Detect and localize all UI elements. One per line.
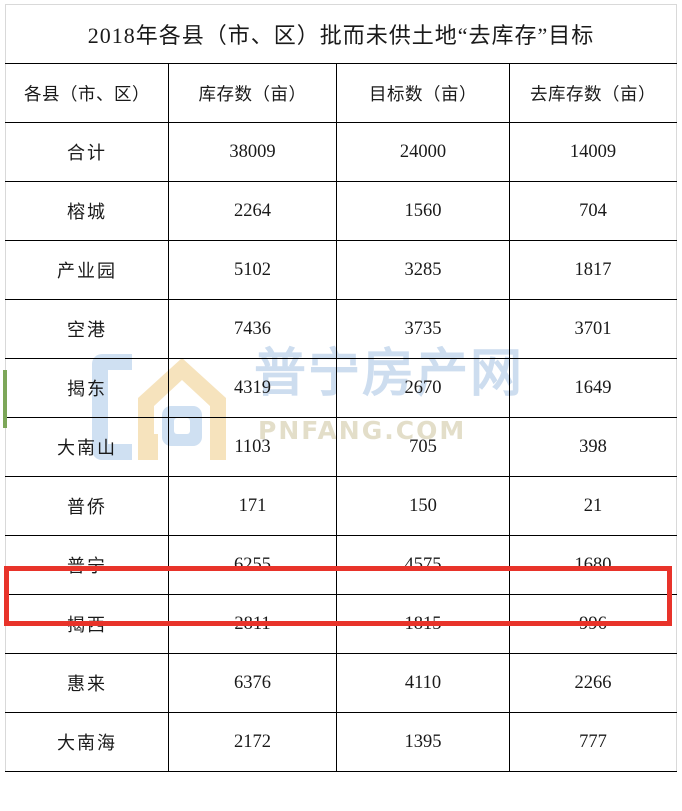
cell-target: 1560: [336, 181, 510, 241]
cell-target: 24000: [336, 122, 510, 182]
cell-stock: 2264: [168, 181, 337, 241]
cell-reduction: 14009: [508, 122, 678, 182]
cell-stock: 4319: [168, 358, 337, 418]
cell-county: 大南海: [5, 712, 169, 772]
cell-county: 产业园: [5, 240, 169, 300]
cell-reduction: 1680: [508, 535, 678, 595]
row-accent-marker: [3, 370, 7, 428]
cell-stock: 1103: [168, 417, 337, 477]
cell-stock: 2172: [168, 712, 337, 772]
cell-stock: 6255: [168, 535, 337, 595]
cell-target: 4575: [336, 535, 510, 595]
column-header-reduction: 去库存数（亩）: [508, 63, 678, 123]
column-header-target: 目标数（亩）: [336, 63, 510, 123]
cell-stock: 38009: [168, 122, 337, 182]
cell-target: 3285: [336, 240, 510, 300]
cell-county: 空港: [5, 299, 169, 359]
cell-reduction: 21: [508, 476, 678, 536]
cell-reduction: 1649: [508, 358, 678, 418]
table-row: 惠来 6376 4110 2266: [5, 653, 678, 713]
table-row: 大南山 1103 705 398: [5, 417, 678, 477]
cell-county: 揭西: [5, 594, 169, 654]
table-row: 榕城 2264 1560 704: [5, 181, 678, 241]
table-row: 大南海 2172 1395 777: [5, 712, 678, 772]
cell-reduction: 2266: [508, 653, 678, 713]
cell-target: 2670: [336, 358, 510, 418]
cell-target: 1395: [336, 712, 510, 772]
cell-target: 705: [336, 417, 510, 477]
cell-county: 普宁: [5, 535, 169, 595]
table-row: 产业园 5102 3285 1817: [5, 240, 678, 300]
cell-reduction: 704: [508, 181, 678, 241]
cell-reduction: 398: [508, 417, 678, 477]
cell-county: 大南山: [5, 417, 169, 477]
table-row: 合计 38009 24000 14009: [5, 122, 678, 182]
cell-stock: 5102: [168, 240, 337, 300]
cell-target: 1815: [336, 594, 510, 654]
cell-stock: 7436: [168, 299, 337, 359]
table-row-highlighted: 普宁 6255 4575 1680: [5, 535, 678, 595]
data-table: 2018年各县（市、区）批而未供土地“去库存”目标 各县（市、区） 库存数（亩）…: [4, 4, 678, 772]
table-row: 空港 7436 3735 3701: [5, 299, 678, 359]
cell-stock: 2811: [168, 594, 337, 654]
cell-county: 揭东: [5, 358, 169, 418]
column-header-county: 各县（市、区）: [5, 63, 169, 123]
cell-target: 150: [336, 476, 510, 536]
cell-county: 普侨: [5, 476, 169, 536]
title-row: 2018年各县（市、区）批而未供土地“去库存”目标: [4, 4, 678, 64]
table-row: 普侨 171 150 21: [5, 476, 678, 536]
cell-target: 4110: [336, 653, 510, 713]
column-header-stock: 库存数（亩）: [168, 63, 337, 123]
cell-reduction: 1817: [508, 240, 678, 300]
cell-stock: 6376: [168, 653, 337, 713]
page-title: 2018年各县（市、区）批而未供土地“去库存”目标: [4, 4, 678, 64]
table-header-row: 各县（市、区） 库存数（亩） 目标数（亩） 去库存数（亩）: [5, 63, 678, 123]
cell-county: 合计: [5, 122, 169, 182]
cell-county: 惠来: [5, 653, 169, 713]
cell-reduction: 996: [508, 594, 678, 654]
table-row: 揭西 2811 1815 996: [5, 594, 678, 654]
cell-reduction: 3701: [508, 299, 678, 359]
cell-county: 榕城: [5, 181, 169, 241]
cell-reduction: 777: [508, 712, 678, 772]
table-row: 揭东 4319 2670 1649: [5, 358, 678, 418]
cell-stock: 171: [168, 476, 337, 536]
cell-target: 3735: [336, 299, 510, 359]
